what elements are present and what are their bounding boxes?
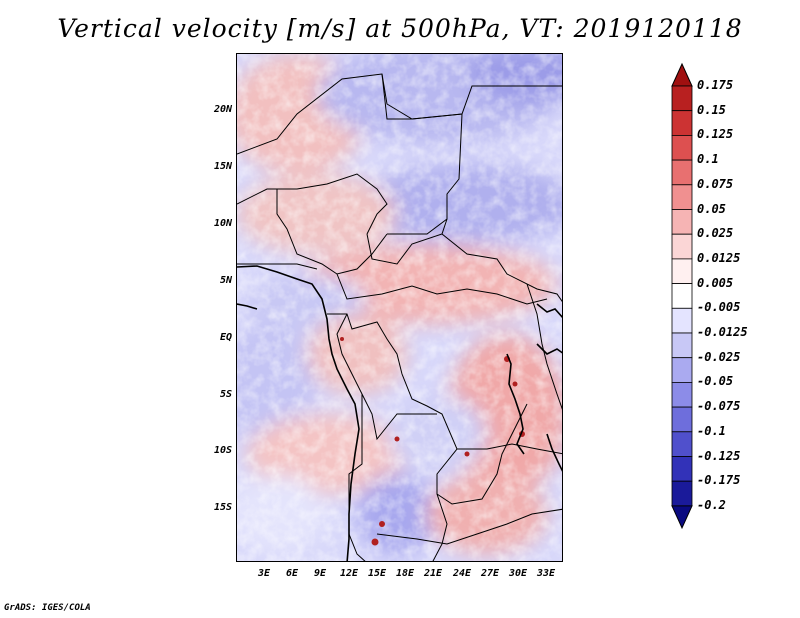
colorbar-segment	[671, 456, 693, 482]
colorbar-segment	[671, 258, 693, 284]
colorbar-segment	[671, 159, 693, 186]
colorbar-level-label: -0.05	[697, 374, 734, 389]
colorbar-segment	[671, 184, 693, 210]
colorbar-level-label: -0.005	[697, 300, 741, 315]
country-borders	[237, 73, 562, 561]
lat-label-20n: 20N	[213, 104, 232, 115]
colorbar-level-label: -0.175	[697, 473, 741, 488]
colorbar-level-label: 0.05	[697, 201, 726, 216]
colorbar-segment	[671, 233, 693, 260]
footer-credit: GrADS: IGES/COLA	[4, 603, 91, 613]
lon-label-33e: 33E	[536, 568, 556, 579]
colorbar-segment	[671, 283, 693, 309]
colorbar-segment	[671, 381, 693, 408]
colorbar-segment	[671, 357, 693, 383]
colorbar-segment	[671, 332, 693, 359]
colorbar-level-label: -0.125	[697, 448, 741, 463]
texture-overlay	[237, 54, 562, 561]
colorbar-segment	[671, 110, 693, 136]
lon-label-24e: 24E	[452, 568, 472, 579]
lat-label-10n: 10N	[213, 218, 232, 229]
colorbar-segment	[671, 431, 693, 457]
lon-label-21e: 21E	[423, 568, 443, 579]
colorbar-segment	[671, 480, 693, 507]
colorbar	[671, 62, 693, 530]
lon-label-6e: 6E	[285, 568, 299, 579]
lon-label-18e: 18E	[395, 568, 415, 579]
coastline	[237, 265, 562, 561]
colorbar-level-label: 0.125	[697, 127, 734, 142]
map-plot-area	[236, 53, 563, 562]
colorbar-bottom-arrow	[671, 505, 693, 530]
colorbar-level-label: 0.0125	[697, 250, 741, 265]
map-title: Vertical velocity [m/s] at 500hPa, VT: 2…	[57, 14, 743, 43]
colorbar-level-label: -0.0125	[697, 325, 748, 339]
colorbar-level-label: 0.1	[697, 152, 719, 167]
lon-label-9e: 9E	[313, 568, 327, 579]
colorbar-level-label: 0.15	[697, 102, 726, 117]
colorbar-segment	[671, 307, 693, 334]
colorbar-level-label: -0.2	[697, 497, 726, 512]
colorbar-segment	[671, 85, 693, 112]
lat-label-15s: 15S	[213, 502, 232, 513]
colorbar-top-arrow	[671, 62, 693, 87]
colorbar-level-label: -0.1	[697, 423, 726, 438]
lat-label-5n: 5N	[219, 275, 232, 286]
colorbar-level-label: 0.005	[697, 275, 734, 290]
lon-label-12e: 12E	[339, 568, 359, 579]
colorbar-level-label: 0.025	[697, 226, 734, 241]
lon-label-3e: 3E	[257, 568, 271, 579]
colorbar-segment	[671, 135, 693, 161]
lon-label-27e: 27E	[480, 568, 500, 579]
colorbar-level-label: -0.025	[697, 349, 741, 364]
lat-label-10s: 10S	[213, 445, 232, 456]
colorbar-level-label: -0.075	[697, 399, 741, 414]
colorbar-level-label: 0.075	[697, 176, 734, 191]
velocity-field-map	[237, 54, 562, 561]
colorbar-level-label: 0.175	[697, 78, 734, 92]
colorbar-segment	[671, 209, 693, 235]
lat-label-5s: 5S	[219, 389, 232, 400]
lon-label-15e: 15E	[367, 568, 387, 579]
lat-label-eq: EQ	[219, 332, 232, 343]
colorbar-segment	[671, 406, 693, 433]
lon-label-30e: 30E	[508, 568, 528, 579]
lat-label-15n: 15N	[213, 161, 232, 172]
